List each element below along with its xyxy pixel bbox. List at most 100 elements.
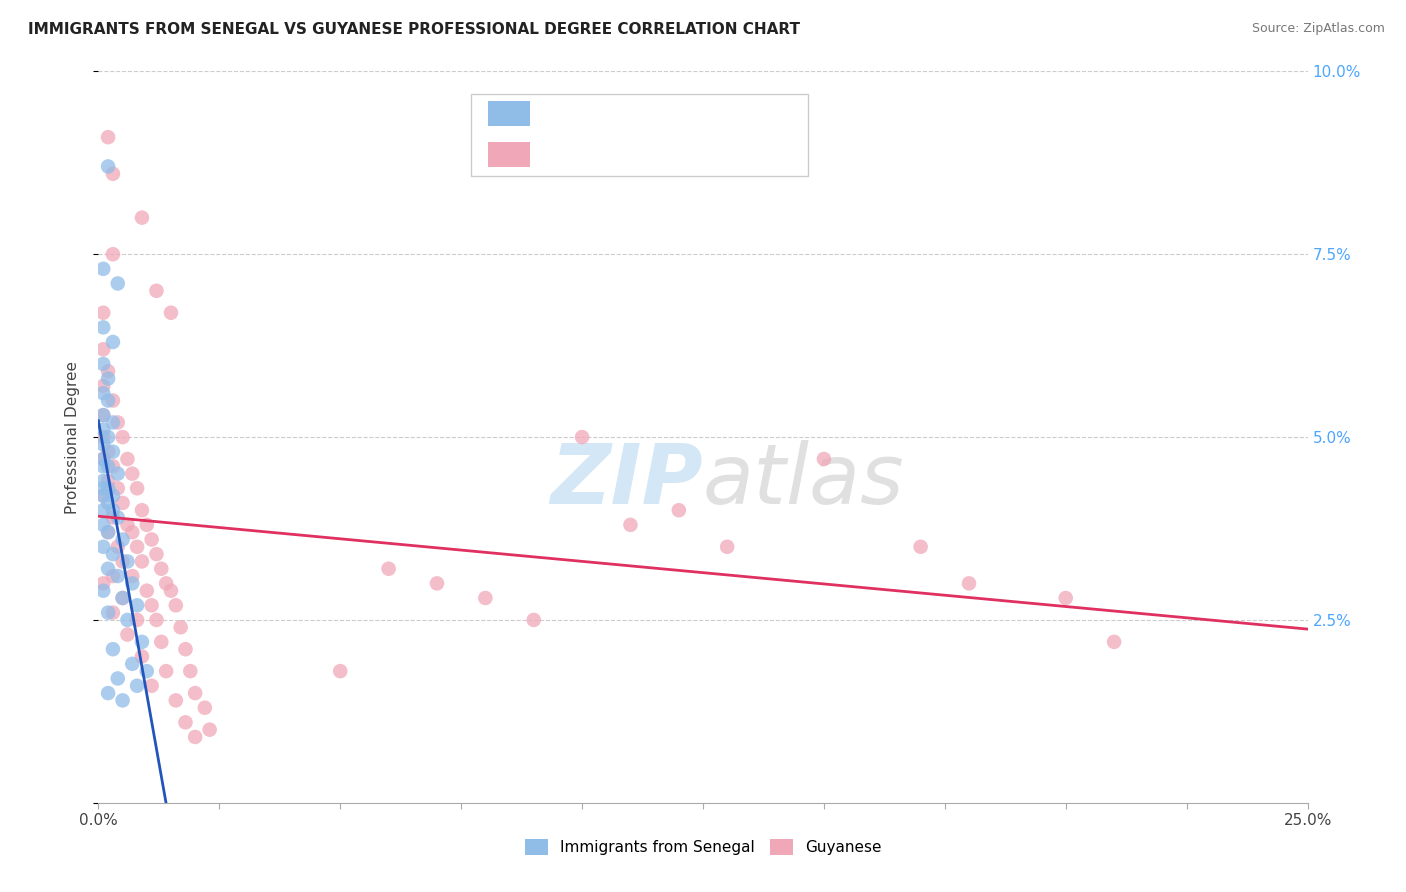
Text: IMMIGRANTS FROM SENEGAL VS GUYANESE PROFESSIONAL DEGREE CORRELATION CHART: IMMIGRANTS FROM SENEGAL VS GUYANESE PROF… — [28, 22, 800, 37]
Y-axis label: Professional Degree: Professional Degree — [65, 360, 80, 514]
Point — [91, 320, 114, 334]
Point — [127, 599, 149, 613]
Point — [619, 517, 641, 532]
Point — [91, 583, 114, 598]
Point — [97, 371, 120, 385]
Point — [150, 562, 173, 576]
Point — [169, 620, 191, 634]
Point — [957, 576, 980, 591]
Point — [97, 364, 120, 378]
Text: R =: R = — [541, 147, 575, 161]
Point — [97, 474, 120, 488]
Point — [97, 606, 120, 620]
Point — [179, 664, 201, 678]
Point — [97, 459, 120, 474]
Point — [111, 496, 134, 510]
Point — [377, 562, 399, 576]
Point — [131, 635, 153, 649]
Point — [135, 517, 157, 532]
Point — [101, 503, 124, 517]
Point — [571, 430, 593, 444]
Point — [131, 649, 153, 664]
Point — [165, 599, 187, 613]
Point — [135, 664, 157, 678]
Point — [101, 642, 124, 657]
Point — [91, 459, 114, 474]
Point — [160, 306, 183, 320]
Point — [117, 554, 139, 568]
Point — [127, 613, 149, 627]
Point — [174, 642, 197, 657]
Point — [145, 284, 167, 298]
Point — [101, 393, 124, 408]
Point — [91, 452, 114, 467]
Point — [107, 416, 129, 430]
Point — [107, 540, 129, 554]
Point — [101, 510, 124, 524]
Point — [101, 547, 124, 561]
Point — [107, 467, 129, 481]
Text: atlas: atlas — [703, 441, 904, 522]
Point — [1054, 591, 1077, 605]
Point — [165, 693, 187, 707]
Point — [121, 467, 143, 481]
Point — [97, 430, 120, 444]
Point — [107, 510, 129, 524]
Point — [127, 679, 149, 693]
Point — [91, 576, 114, 591]
Point — [91, 452, 114, 467]
Point — [131, 554, 153, 568]
Point — [91, 517, 114, 532]
Text: N =: N = — [637, 147, 685, 161]
Point — [101, 416, 124, 430]
Point — [111, 430, 134, 444]
Point — [97, 562, 120, 576]
Point — [91, 357, 114, 371]
Point — [121, 525, 143, 540]
Text: Source: ZipAtlas.com: Source: ZipAtlas.com — [1251, 22, 1385, 36]
Point — [127, 481, 149, 495]
Point — [97, 525, 120, 540]
Point — [145, 547, 167, 561]
Point — [121, 657, 143, 671]
Point — [117, 627, 139, 641]
Point — [91, 386, 114, 401]
Point — [121, 569, 143, 583]
Point — [111, 591, 134, 605]
Point — [141, 679, 163, 693]
Point — [91, 503, 114, 517]
Point — [111, 554, 134, 568]
Point — [141, 599, 163, 613]
Point — [97, 444, 120, 458]
Point — [117, 613, 139, 627]
Point — [97, 130, 120, 145]
Point — [91, 423, 114, 437]
Point — [135, 583, 157, 598]
Legend: Immigrants from Senegal, Guyanese: Immigrants from Senegal, Guyanese — [519, 833, 887, 861]
Point — [91, 540, 114, 554]
Point — [101, 444, 124, 458]
Text: -0.336: -0.336 — [572, 106, 627, 120]
Text: ZIP: ZIP — [550, 441, 703, 522]
Point — [91, 437, 114, 451]
Text: 50: 50 — [686, 104, 711, 122]
Point — [329, 664, 352, 678]
Point — [91, 343, 114, 357]
Point — [91, 408, 114, 422]
Point — [101, 167, 124, 181]
Point — [97, 160, 120, 174]
Point — [97, 481, 120, 495]
Point — [121, 576, 143, 591]
Point — [117, 517, 139, 532]
Point — [184, 730, 207, 744]
Point — [107, 481, 129, 495]
Point — [474, 591, 496, 605]
Point — [716, 540, 738, 554]
Point — [117, 452, 139, 467]
Point — [101, 606, 124, 620]
Point — [184, 686, 207, 700]
Text: -0.361: -0.361 — [572, 147, 627, 161]
Point — [97, 496, 120, 510]
Point — [523, 613, 546, 627]
Text: N =: N = — [637, 106, 685, 120]
